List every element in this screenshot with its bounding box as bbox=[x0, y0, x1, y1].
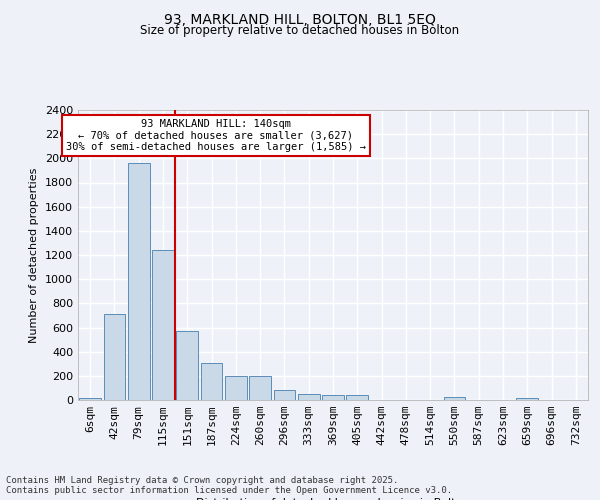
Bar bbox=[249, 376, 271, 400]
Bar bbox=[298, 394, 320, 400]
Y-axis label: Number of detached properties: Number of detached properties bbox=[29, 168, 40, 342]
Bar bbox=[104, 314, 125, 400]
X-axis label: Distribution of detached houses by size in Bolton: Distribution of detached houses by size … bbox=[196, 498, 470, 500]
Bar bbox=[128, 163, 149, 400]
Bar bbox=[152, 250, 174, 400]
Bar bbox=[200, 363, 223, 400]
Text: 93, MARKLAND HILL, BOLTON, BL1 5EQ: 93, MARKLAND HILL, BOLTON, BL1 5EQ bbox=[164, 12, 436, 26]
Bar bbox=[274, 390, 295, 400]
Text: Contains HM Land Registry data © Crown copyright and database right 2025.
Contai: Contains HM Land Registry data © Crown c… bbox=[6, 476, 452, 495]
Bar bbox=[346, 396, 368, 400]
Bar bbox=[79, 398, 101, 400]
Text: Size of property relative to detached houses in Bolton: Size of property relative to detached ho… bbox=[140, 24, 460, 37]
Text: 93 MARKLAND HILL: 140sqm
← 70% of detached houses are smaller (3,627)
30% of sem: 93 MARKLAND HILL: 140sqm ← 70% of detach… bbox=[66, 118, 366, 152]
Bar bbox=[225, 376, 247, 400]
Bar bbox=[443, 397, 466, 400]
Bar bbox=[517, 398, 538, 400]
Bar bbox=[176, 331, 198, 400]
Bar bbox=[322, 396, 344, 400]
